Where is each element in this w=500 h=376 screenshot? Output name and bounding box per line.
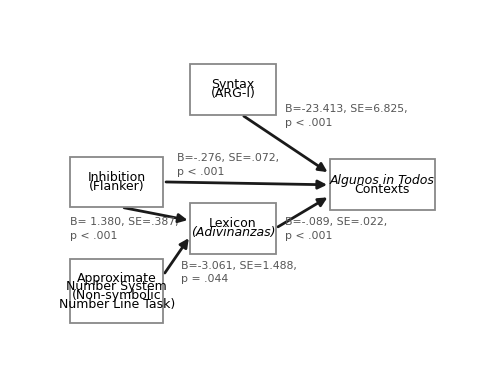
- Text: Approximate: Approximate: [77, 272, 156, 285]
- Text: (Non-symbolic: (Non-symbolic: [72, 289, 162, 302]
- Text: B=-.089, SE=.022,
p < .001: B=-.089, SE=.022, p < .001: [286, 217, 388, 241]
- Text: B=-23.413, SE=6.825,
p < .001: B=-23.413, SE=6.825, p < .001: [286, 104, 408, 128]
- Text: B= 1.380, SE=.387,
p < .001: B= 1.380, SE=.387, p < .001: [70, 217, 179, 241]
- Text: Algunos in Todos: Algunos in Todos: [330, 174, 434, 187]
- FancyBboxPatch shape: [190, 64, 276, 115]
- Text: Inhibition: Inhibition: [88, 171, 146, 184]
- Text: (ARG-I): (ARG-I): [210, 87, 256, 100]
- FancyBboxPatch shape: [70, 259, 163, 323]
- Text: Number Line Task): Number Line Task): [58, 298, 175, 311]
- FancyBboxPatch shape: [330, 159, 434, 210]
- Text: Syntax: Syntax: [212, 79, 254, 91]
- Text: B=-.276, SE=.072,
p < .001: B=-.276, SE=.072, p < .001: [177, 153, 279, 177]
- FancyBboxPatch shape: [70, 156, 163, 207]
- Text: (Adivinanzas): (Adivinanzas): [191, 226, 275, 239]
- Text: (Flanker): (Flanker): [89, 180, 144, 193]
- Text: Number System: Number System: [66, 280, 167, 293]
- FancyBboxPatch shape: [190, 203, 276, 253]
- Text: B=-3.061, SE=1.488,
p = .044: B=-3.061, SE=1.488, p = .044: [180, 261, 296, 284]
- Text: Lexicon: Lexicon: [209, 217, 257, 230]
- Text: Contexts: Contexts: [354, 183, 410, 196]
